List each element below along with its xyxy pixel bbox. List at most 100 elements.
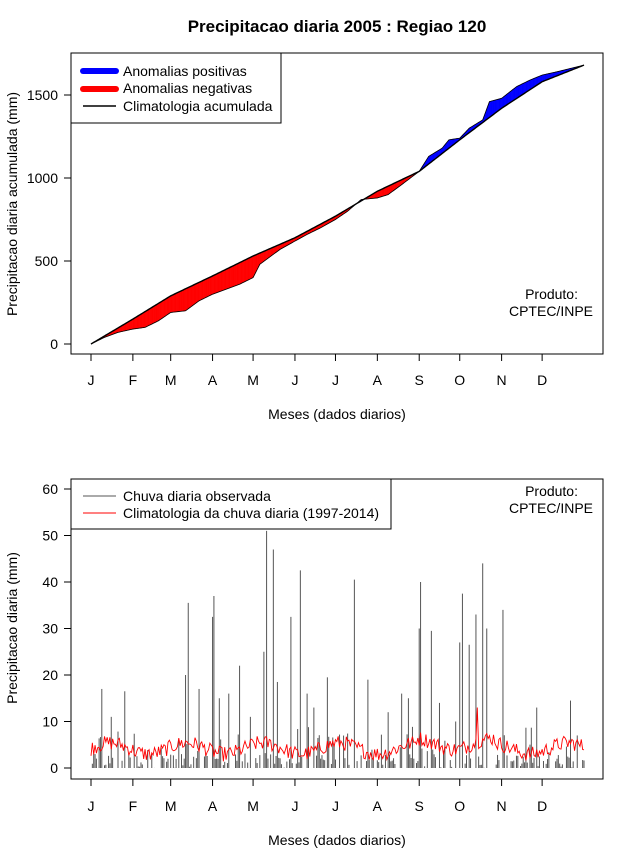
anomaly-segment <box>240 261 243 284</box>
anomaly-segment <box>201 280 204 300</box>
anomaly-segment <box>497 98 500 112</box>
anomaly-segment <box>512 88 514 102</box>
anomaly-segment <box>228 266 231 289</box>
positive-anomaly-fill <box>355 64 585 205</box>
climatology-cumulative-line <box>90 64 585 345</box>
y-tick-label: 500 <box>35 253 59 269</box>
anomaly-segment <box>239 261 242 285</box>
product-label-line1: Produto: <box>525 286 578 302</box>
anomaly-segment <box>143 311 146 328</box>
anomaly-segment <box>251 255 254 279</box>
anomaly-segment <box>205 278 208 298</box>
anomaly-segment <box>154 304 157 324</box>
anomaly-segment <box>134 317 136 330</box>
anomaly-segment <box>225 268 228 290</box>
anomaly-segment <box>262 251 265 263</box>
legend-label-climatology: Climatologia acumulada <box>123 98 273 114</box>
anomaly-segment <box>248 257 251 280</box>
x-tick-label: A <box>208 798 218 814</box>
anomaly-segment <box>211 275 213 296</box>
anomaly-segment <box>516 85 519 99</box>
anomaly-segment <box>517 85 520 99</box>
negative-anomaly-fill <box>90 171 420 345</box>
x-tick-label: A <box>373 372 383 388</box>
anomaly-segment <box>491 100 494 116</box>
anomaly-segment <box>527 80 529 92</box>
anomaly-segment <box>135 316 138 329</box>
anomaly-segment <box>146 309 148 328</box>
y-axis-label: Precipitacao diaria (mm) <box>4 552 20 704</box>
anomaly-segment <box>523 82 525 95</box>
chart-title: Precipitacao diaria 2005 : Regiao 120 <box>188 17 487 36</box>
x-tick-label: S <box>415 372 424 388</box>
anomaly-segment <box>246 258 248 282</box>
x-tick-label: F <box>129 798 138 814</box>
x-axis-label: Meses (dados diarios) <box>268 406 406 422</box>
observed-daily-bars <box>91 530 585 768</box>
x-tick-label: N <box>497 798 507 814</box>
cumulative-chart: Precipitacao diaria 2005 : Regiao 120 0 5… <box>4 17 604 422</box>
anomaly-segment <box>501 96 504 109</box>
observed-cumulative-line <box>90 64 585 345</box>
anomaly-segment <box>155 303 158 323</box>
anomaly-segment <box>525 81 528 93</box>
anomaly-segment <box>190 285 193 308</box>
anomaly-segment <box>387 185 390 195</box>
product-label-line2: CPTEC/INPE <box>509 500 593 516</box>
anomaly-segment <box>181 289 184 312</box>
anomaly-segment <box>506 92 509 106</box>
anomaly-segment <box>489 101 491 118</box>
anomaly-segment <box>514 86 517 100</box>
anomaly-segment <box>513 87 516 101</box>
x-tick-label: O <box>454 372 465 388</box>
anomaly-segment <box>139 313 142 329</box>
x-axis-label: Meses (dados diarios) <box>268 832 406 848</box>
x-tick-label: D <box>537 372 547 388</box>
product-label-line2: CPTEC/INPE <box>509 303 593 319</box>
legend: Anomalias positivas Anomalias negativas … <box>70 52 282 124</box>
x-tick-label: J <box>291 372 298 388</box>
anomaly-segment <box>219 271 221 292</box>
anomaly-segment <box>147 308 150 327</box>
anomaly-segment <box>196 282 198 304</box>
anomaly-segment <box>156 302 159 322</box>
legend: Chuva diaria observada Climatologia da c… <box>70 478 392 530</box>
y-tick-label: 0 <box>50 336 58 352</box>
anomaly-segment <box>386 185 389 196</box>
anomaly-segment <box>263 250 266 262</box>
anomaly-segment <box>518 84 521 98</box>
anomaly-segment <box>206 277 209 298</box>
anomaly-segment <box>165 297 167 317</box>
anomaly-segment <box>185 287 188 312</box>
anomaly-segment <box>267 248 270 259</box>
anomaly-segment <box>175 292 178 313</box>
anomaly-segment <box>167 296 170 315</box>
anomaly-segment <box>231 265 234 288</box>
anomaly-segment <box>238 262 240 286</box>
anomaly-segment <box>259 252 262 265</box>
x-tick-label: A <box>373 798 383 814</box>
legend-box <box>70 478 392 530</box>
x-tick-label: S <box>415 798 424 814</box>
legend-label-positive: Anomalias positivas <box>123 63 247 79</box>
anomaly-segment <box>493 99 496 115</box>
anomaly-segment <box>265 249 267 261</box>
anomaly-segment <box>152 305 155 324</box>
x-tick-label: J <box>88 372 95 388</box>
daily-plot-area <box>90 530 585 768</box>
anomaly-segment <box>252 255 255 278</box>
anomaly-segment <box>504 94 506 107</box>
anomaly-segment <box>132 317 135 330</box>
x-tick-label: N <box>497 372 507 388</box>
anomaly-segment <box>158 302 161 322</box>
anomaly-segment <box>520 83 523 97</box>
anomaly-segment <box>236 262 239 286</box>
anomaly-segment <box>183 288 186 312</box>
anomaly-segment <box>179 290 182 312</box>
x-tick-label: M <box>247 798 259 814</box>
y-axis-label: Precipitacao diaria acumulada (mm) <box>4 92 20 316</box>
anomaly-segment <box>138 314 140 329</box>
anomaly-segment <box>144 310 147 328</box>
y-tick-label: 30 <box>42 621 58 637</box>
